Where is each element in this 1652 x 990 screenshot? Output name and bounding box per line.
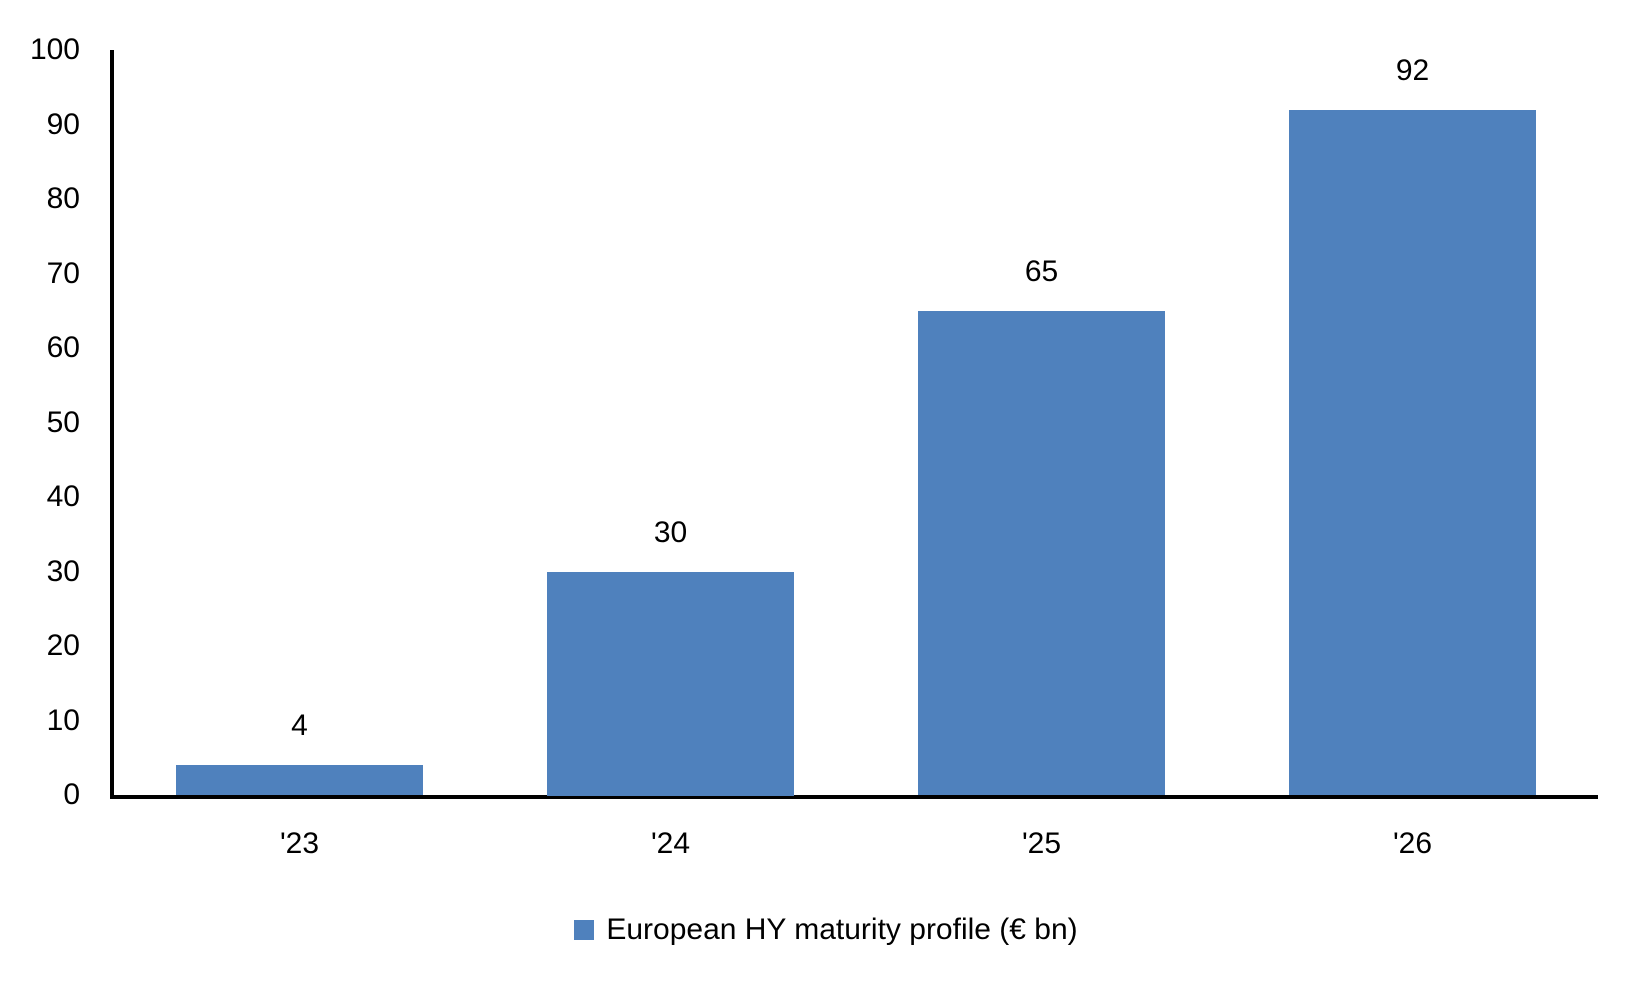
bar-26 bbox=[1289, 110, 1536, 795]
y-tick-label: 30 bbox=[46, 554, 80, 588]
x-tick-label: '26 bbox=[1392, 827, 1433, 860]
x-tick-label: '23 bbox=[279, 827, 320, 860]
y-tick-label: 90 bbox=[46, 107, 80, 141]
y-tick-label: 100 bbox=[29, 33, 80, 66]
legend-label: European HY maturity profile (€ bn) bbox=[606, 913, 1078, 946]
y-tick-label: 50 bbox=[46, 405, 80, 439]
y-axis-line bbox=[110, 50, 114, 799]
y-tick-label: 40 bbox=[46, 480, 80, 513]
x-axis-line bbox=[110, 795, 1598, 799]
y-tick-label: 0 bbox=[63, 778, 80, 811]
bar-value-label: 4 bbox=[291, 709, 308, 742]
x-tick-label: '25 bbox=[1021, 827, 1062, 860]
y-tick-label: 70 bbox=[46, 256, 80, 290]
legend: European HY maturity profile (€ bn) bbox=[0, 911, 1652, 949]
bar-value-label: 65 bbox=[1024, 255, 1059, 288]
x-tick-label: '24 bbox=[650, 827, 691, 860]
y-tick-label: 10 bbox=[46, 703, 80, 737]
y-tick-label: 20 bbox=[46, 629, 80, 662]
bar-value-label: 92 bbox=[1395, 54, 1430, 87]
bar-value-label: 30 bbox=[653, 516, 688, 549]
legend-square-marker-icon bbox=[574, 920, 595, 940]
y-tick-label: 80 bbox=[46, 182, 80, 215]
bar-23 bbox=[176, 765, 423, 795]
bar-24 bbox=[547, 572, 794, 796]
bar-25 bbox=[918, 311, 1165, 795]
y-tick-label: 60 bbox=[46, 331, 80, 364]
